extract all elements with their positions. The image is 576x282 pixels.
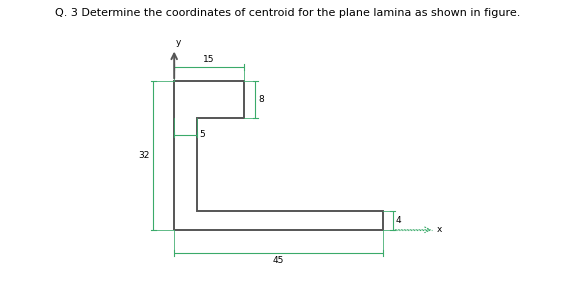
- Text: x: x: [437, 225, 442, 234]
- Text: 8: 8: [259, 95, 264, 104]
- Text: y: y: [176, 38, 181, 47]
- Text: 15: 15: [203, 55, 215, 64]
- Text: 32: 32: [139, 151, 150, 160]
- Text: Q. 3 Determine the coordinates of centroid for the plane lamina as shown in figu: Q. 3 Determine the coordinates of centro…: [55, 8, 521, 18]
- Text: 45: 45: [273, 256, 285, 265]
- Text: 4: 4: [395, 216, 401, 225]
- Text: 5: 5: [200, 130, 206, 139]
